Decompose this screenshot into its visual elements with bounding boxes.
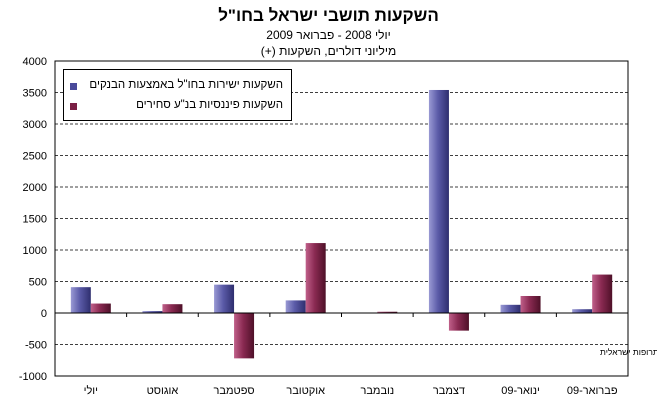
bar-direct xyxy=(428,89,449,313)
bar-financial xyxy=(305,243,326,313)
bar-direct xyxy=(285,300,306,313)
y-tick-label: 500 xyxy=(29,277,47,289)
x-tick-label: אוקטובר xyxy=(286,385,325,397)
y-tick-label: 0 xyxy=(41,308,47,320)
x-tick-label: יולי xyxy=(84,384,98,397)
bar-financial xyxy=(592,274,613,313)
y-tick-label: -1000 xyxy=(19,371,47,383)
x-tick-label: פברואר-09 xyxy=(567,385,618,397)
legend-label-financial: השקעות פיננסיות בנ"ע סחירים xyxy=(136,99,283,111)
x-tick-label: ספטמבר xyxy=(214,385,255,397)
y-tick-label: 3500 xyxy=(23,88,47,100)
y-tick-label: 2500 xyxy=(23,151,47,163)
chart-subtitle-units: מיליוני דולרים, השקעות (+) xyxy=(260,44,397,58)
y-tick-label: 1500 xyxy=(23,214,47,226)
chart-annotation: דצמבר כולל רכישה גדולה שבוצעה ע"י חברת ת… xyxy=(600,347,657,357)
y-tick-label: 3000 xyxy=(23,119,47,131)
bar-direct xyxy=(500,304,521,313)
bar-financial xyxy=(377,311,398,313)
bar-financial xyxy=(520,295,541,313)
bar-financial xyxy=(162,304,183,313)
bar-financial xyxy=(448,313,469,331)
bar-direct xyxy=(214,284,235,313)
legend-swatch-financial xyxy=(70,103,77,110)
legend-swatch-direct xyxy=(70,83,77,90)
bar-direct xyxy=(572,309,593,313)
bar-financial xyxy=(234,313,255,359)
chart-title: השקעות תושבי ישראל בחו"ל xyxy=(218,6,439,25)
chart-subtitle-period: יולי 2008 - פברואר 2009 xyxy=(266,28,391,42)
y-tick-label: 1000 xyxy=(23,245,47,257)
y-tick-label: -500 xyxy=(25,340,47,352)
bar-direct xyxy=(142,311,163,313)
x-tick-label: אוגוסט xyxy=(147,385,179,397)
chart-legend: השקעות ישירות בחו"ל באמצעות הבנקים השקעו… xyxy=(63,69,292,121)
legend-label-direct: השקעות ישירות בחו"ל באמצעות הבנקים xyxy=(89,79,283,91)
x-tick-label: נובמבר xyxy=(360,385,394,397)
x-tick-label: דצמבר xyxy=(433,385,465,397)
y-tick-label: 2000 xyxy=(23,182,47,194)
plot-frame xyxy=(54,60,629,377)
x-tick-label: ינואר-09 xyxy=(501,385,540,397)
bar-direct xyxy=(70,287,91,313)
legend-item-financial: השקעות פיננסיות בנ"ע סחירים xyxy=(70,99,283,115)
y-tick-label: 4000 xyxy=(23,56,47,68)
legend-item-direct: השקעות ישירות בחו"ל באמצעות הבנקים xyxy=(70,79,283,95)
bar-financial xyxy=(90,303,111,313)
